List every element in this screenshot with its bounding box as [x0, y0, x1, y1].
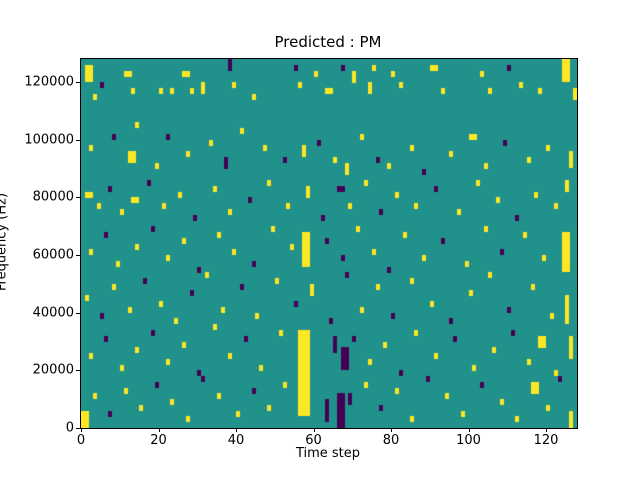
- y-tick-mark: [76, 82, 80, 84]
- y-tick-label: 120000: [24, 74, 74, 90]
- y-tick-label: 80000: [32, 189, 74, 205]
- x-tick-label: 20: [150, 433, 167, 448]
- y-tick-mark: [76, 139, 80, 141]
- y-tick-label: 0: [65, 420, 74, 436]
- y-tick-label: 40000: [32, 305, 74, 321]
- y-tick-mark: [76, 370, 80, 372]
- y-tick-label: 100000: [24, 132, 74, 148]
- x-tick-mark: [158, 428, 160, 432]
- y-tick-mark: [76, 428, 80, 429]
- x-tick-label: 120: [533, 433, 559, 448]
- x-tick-mark: [468, 428, 470, 432]
- y-axis-label: Frequency (Hz): [0, 192, 10, 292]
- x-tick-mark: [236, 428, 237, 432]
- y-tick-label: 20000: [32, 362, 74, 378]
- y-tick-label: 60000: [32, 247, 74, 263]
- x-tick-mark: [313, 428, 315, 432]
- y-tick-mark: [76, 312, 80, 314]
- x-tick-mark: [81, 428, 82, 432]
- x-tick-label: 80: [382, 433, 400, 448]
- x-tick-label: 0: [76, 433, 86, 448]
- x-tick-label: 100: [456, 433, 481, 448]
- x-axis-label: Time step: [295, 446, 361, 461]
- x-tick-label: 40: [227, 433, 245, 448]
- y-tick-mark: [76, 255, 80, 257]
- x-tick-label: 60: [305, 433, 322, 448]
- x-tick-mark: [391, 428, 392, 432]
- heatmap: [81, 59, 577, 428]
- plot-area: [80, 58, 578, 429]
- chart-title: Predicted : PM: [274, 33, 382, 51]
- y-tick-mark: [76, 197, 80, 199]
- x-tick-mark: [546, 428, 547, 432]
